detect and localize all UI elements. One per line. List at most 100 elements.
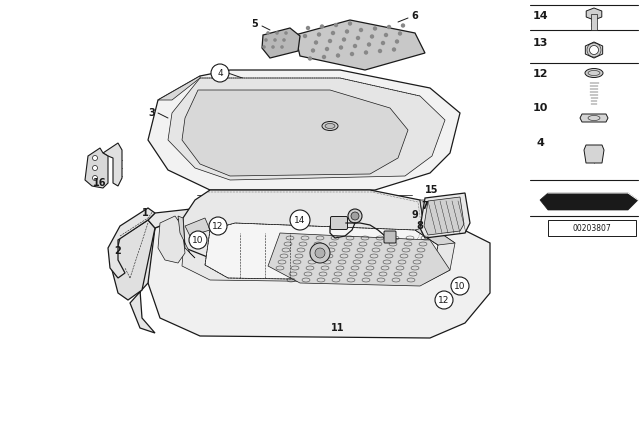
Circle shape <box>290 210 310 230</box>
Bar <box>548 220 636 236</box>
Polygon shape <box>420 200 432 238</box>
Circle shape <box>284 31 288 35</box>
Text: 2: 2 <box>115 246 122 256</box>
Text: 3: 3 <box>148 108 156 118</box>
Text: 00203807: 00203807 <box>573 224 611 233</box>
Polygon shape <box>415 226 455 245</box>
Polygon shape <box>586 8 602 20</box>
Circle shape <box>348 209 362 223</box>
Circle shape <box>325 47 329 51</box>
Circle shape <box>359 28 364 32</box>
Text: 13: 13 <box>532 38 548 48</box>
FancyBboxPatch shape <box>330 216 348 229</box>
Circle shape <box>211 64 229 82</box>
Polygon shape <box>205 223 438 281</box>
Polygon shape <box>158 216 185 263</box>
Polygon shape <box>586 42 603 58</box>
Circle shape <box>334 23 338 27</box>
Polygon shape <box>178 216 195 258</box>
FancyBboxPatch shape <box>384 231 396 243</box>
Circle shape <box>364 50 368 55</box>
Circle shape <box>350 52 354 56</box>
Ellipse shape <box>322 121 338 130</box>
Circle shape <box>348 22 352 26</box>
Circle shape <box>398 31 402 36</box>
Circle shape <box>271 45 275 49</box>
Circle shape <box>317 32 321 37</box>
Circle shape <box>435 291 453 309</box>
Circle shape <box>401 23 405 28</box>
Polygon shape <box>185 218 210 236</box>
Circle shape <box>351 212 359 220</box>
Circle shape <box>275 31 279 35</box>
Polygon shape <box>183 190 425 258</box>
FancyBboxPatch shape <box>591 14 597 30</box>
Circle shape <box>589 46 598 55</box>
Circle shape <box>306 26 310 30</box>
Text: 10: 10 <box>454 281 466 290</box>
Circle shape <box>381 41 385 45</box>
Polygon shape <box>268 233 450 286</box>
Circle shape <box>372 26 377 31</box>
Polygon shape <box>182 90 408 176</box>
Text: 10: 10 <box>192 236 204 245</box>
Polygon shape <box>584 145 604 163</box>
Polygon shape <box>148 70 460 190</box>
Circle shape <box>310 243 330 263</box>
Text: 6: 6 <box>412 11 419 21</box>
Polygon shape <box>262 28 300 58</box>
Circle shape <box>384 33 388 37</box>
Text: 12: 12 <box>532 69 548 79</box>
Circle shape <box>320 24 324 29</box>
Circle shape <box>189 231 207 249</box>
Polygon shape <box>130 228 155 333</box>
Circle shape <box>311 48 315 53</box>
Circle shape <box>336 53 340 58</box>
Circle shape <box>93 176 97 181</box>
Circle shape <box>93 165 97 171</box>
Polygon shape <box>295 20 425 70</box>
Text: 14: 14 <box>294 215 306 224</box>
Circle shape <box>322 55 326 59</box>
Text: 4: 4 <box>536 138 544 148</box>
Circle shape <box>342 37 346 42</box>
Polygon shape <box>158 76 200 100</box>
Circle shape <box>328 39 332 43</box>
Polygon shape <box>182 218 455 283</box>
Circle shape <box>315 248 325 258</box>
Polygon shape <box>85 148 108 188</box>
Ellipse shape <box>325 124 335 129</box>
Text: 8: 8 <box>417 221 424 231</box>
Text: 9: 9 <box>412 210 419 220</box>
Text: 12: 12 <box>212 221 224 231</box>
Text: 5: 5 <box>252 19 259 29</box>
Polygon shape <box>168 78 445 180</box>
Polygon shape <box>108 208 155 278</box>
Polygon shape <box>148 216 490 338</box>
Polygon shape <box>540 193 638 210</box>
Polygon shape <box>580 114 608 122</box>
Circle shape <box>370 34 374 39</box>
Text: 16: 16 <box>93 178 107 188</box>
Circle shape <box>345 29 349 34</box>
Circle shape <box>93 155 97 160</box>
Circle shape <box>262 45 266 49</box>
Circle shape <box>395 39 399 44</box>
Text: 12: 12 <box>438 296 450 305</box>
Circle shape <box>266 31 270 35</box>
Text: 7: 7 <box>422 201 428 211</box>
Circle shape <box>303 34 307 38</box>
Circle shape <box>209 217 227 235</box>
Text: 15: 15 <box>425 185 439 195</box>
Text: 14: 14 <box>532 11 548 21</box>
Polygon shape <box>148 208 205 228</box>
Circle shape <box>378 49 382 53</box>
Circle shape <box>392 47 396 52</box>
Polygon shape <box>103 143 122 186</box>
Polygon shape <box>424 197 464 235</box>
Circle shape <box>282 38 286 42</box>
Circle shape <box>308 56 312 60</box>
Text: 1: 1 <box>141 208 148 218</box>
Circle shape <box>387 25 391 29</box>
Circle shape <box>451 277 469 295</box>
